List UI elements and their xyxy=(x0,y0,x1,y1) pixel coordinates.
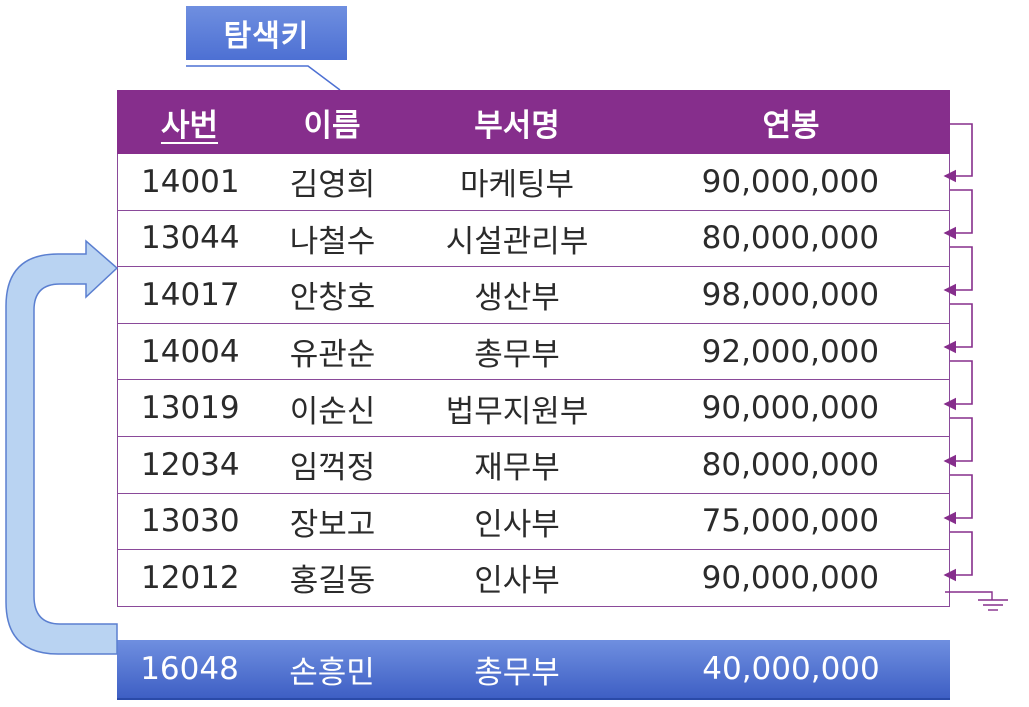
table-row: 13030 장보고 인사부 75,000,000 xyxy=(117,493,950,551)
table-header: 사번 이름 부서명 연봉 xyxy=(117,90,950,154)
table-row: 12012 홍길동 인사부 90,000,000 xyxy=(117,550,950,607)
cell-employee-id: 14001 xyxy=(141,163,240,200)
cell-salary: 90,000,000 xyxy=(701,390,880,427)
cell-department: 시설관리부 xyxy=(445,223,589,260)
cell-salary: 75,000,000 xyxy=(701,503,880,540)
new-department: 총무부 xyxy=(474,654,560,691)
cell-salary: 90,000,000 xyxy=(701,559,880,596)
new-employee-id: 16048 xyxy=(140,651,239,687)
new-salary: 40,000,000 xyxy=(702,651,880,687)
new-name: 손흥민 xyxy=(289,654,375,691)
cell-name: 나철수 xyxy=(289,223,376,260)
cell-employee-id: 12034 xyxy=(141,446,240,483)
table-row: 14017 안창호 생산부 98,000,000 xyxy=(117,267,950,324)
cell-department: 인사부 xyxy=(474,506,560,543)
cell-employee-id: 14004 xyxy=(141,333,240,370)
cell-salary: 90,000,000 xyxy=(701,163,880,200)
cell-department: 마케팅부 xyxy=(459,167,575,204)
cell-name: 안창호 xyxy=(289,280,376,317)
cell-department: 총무부 xyxy=(474,337,560,374)
cell-employee-id: 14017 xyxy=(141,276,240,313)
new-record-row: 16048 손흥민 총무부 40,000,000 xyxy=(117,640,950,700)
table-row: 12034 임꺽정 재무부 80,000,000 xyxy=(117,436,950,494)
cell-salary: 80,000,000 xyxy=(701,446,880,483)
header-name: 이름 xyxy=(303,107,361,144)
header-employee-id: 사번 xyxy=(160,107,219,144)
cell-name: 임꺽정 xyxy=(289,450,376,487)
header-salary: 연봉 xyxy=(762,107,820,144)
cell-department: 생산부 xyxy=(474,280,560,317)
cell-department: 법무지원부 xyxy=(445,393,589,430)
cell-name: 장보고 xyxy=(289,506,376,543)
cell-salary: 98,000,000 xyxy=(701,276,880,313)
search-key-callout: 탐색키 xyxy=(186,6,347,60)
cell-department: 인사부 xyxy=(474,563,560,600)
cell-employee-id: 13019 xyxy=(141,390,240,427)
cell-department: 재무부 xyxy=(474,450,560,487)
cell-name: 유관순 xyxy=(289,337,376,374)
table-row: 14004 유관순 총무부 92,000,000 xyxy=(117,323,950,381)
cell-salary: 92,000,000 xyxy=(701,333,880,370)
cell-employee-id: 13030 xyxy=(141,503,240,540)
cell-name: 김영희 xyxy=(289,167,376,204)
table-row: 14001 김영희 마케팅부 90,000,000 xyxy=(117,154,950,211)
cell-employee-id: 13044 xyxy=(141,220,240,257)
table-row: 13019 이순신 법무지원부 90,000,000 xyxy=(117,380,950,437)
cell-name: 홍길동 xyxy=(289,563,376,600)
cell-employee-id: 12012 xyxy=(141,559,240,596)
header-department: 부서명 xyxy=(474,107,560,144)
search-key-label: 탐색키 xyxy=(223,19,310,54)
cell-salary: 80,000,000 xyxy=(701,220,880,257)
table-row: 13044 나철수 시설관리부 80,000,000 xyxy=(117,210,950,268)
cell-name: 이순신 xyxy=(289,393,376,430)
employee-table: 사번 이름 부서명 연봉 14001 김영희 마케팅부 90,000,000 1… xyxy=(117,90,950,607)
